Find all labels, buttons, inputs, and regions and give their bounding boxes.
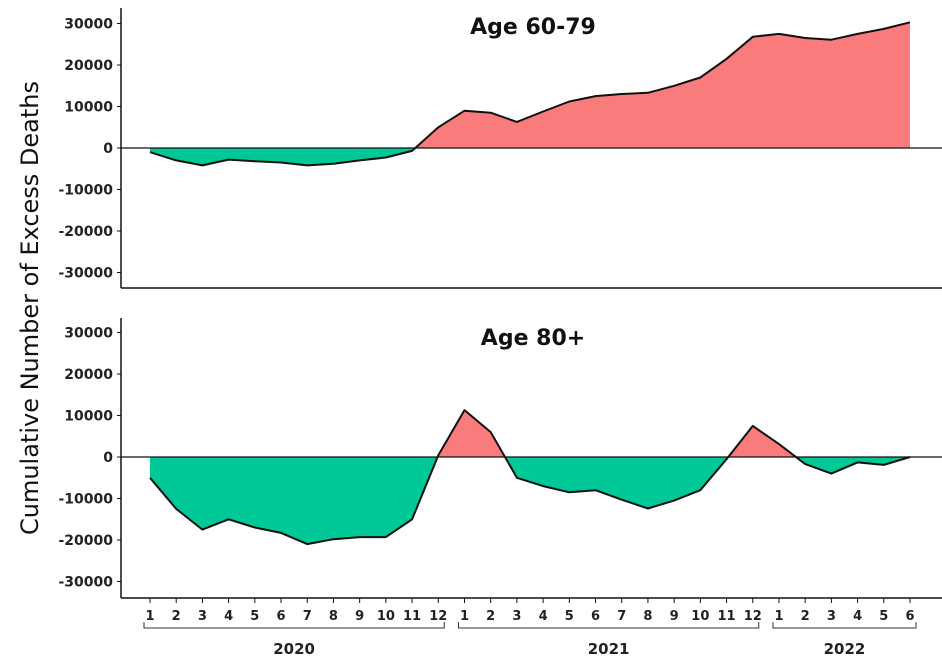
x-tick-label-4: 4 [224, 609, 233, 624]
panel-title-1: Age 60-79 [470, 15, 596, 40]
x-tick-label-6: 6 [277, 609, 286, 624]
x-tick-label-17: 5 [565, 609, 574, 624]
excess-area-panel1-1 [415, 22, 910, 148]
year-bracket-2022 [772, 622, 917, 629]
y-axis-label: Cumulative Number of Excess Deaths [16, 81, 44, 535]
x-tick-label-22: 10 [691, 609, 709, 624]
y-tick-label-panel2-3: 0 [103, 450, 113, 466]
series-line-panel2 [149, 409, 911, 546]
deficit-area-panel2-2 [505, 457, 729, 509]
x-tick-label-21: 9 [670, 609, 679, 624]
x-tick-label-2: 2 [172, 609, 181, 624]
year-label-2021: 2021 [588, 640, 630, 658]
x-tick-label-18: 6 [591, 609, 600, 624]
year-label-2020: 2020 [273, 640, 315, 658]
x-tick-label-1: 1 [145, 609, 154, 624]
deficit-area-panel2-4 [795, 457, 910, 474]
y-tick-label-panel2-6: -30000 [58, 575, 113, 591]
x-tick-label-14: 2 [486, 609, 495, 624]
y-tick-label-panel2-1: 20000 [64, 367, 113, 383]
excess-area-panel2-1 [437, 410, 505, 457]
x-tick-label-12: 12 [429, 609, 447, 624]
x-tick-label-24: 12 [744, 609, 762, 624]
x-tick-label-7: 7 [303, 609, 312, 624]
x-tick-label-27: 3 [827, 609, 836, 624]
x-tick-label-26: 2 [801, 609, 810, 624]
x-tick-label-16: 4 [539, 609, 548, 624]
year-label-2022: 2022 [824, 640, 866, 658]
x-tick-label-5: 5 [250, 609, 259, 624]
y-tick-label-panel1-1: 20000 [64, 58, 113, 74]
y-tick-label-panel2-0: 30000 [64, 326, 113, 342]
deficit-area-panel2-0 [150, 457, 438, 545]
series-line-panel1 [149, 21, 911, 167]
y-tick-label-panel2-2: 10000 [64, 409, 113, 425]
x-tick-label-11: 11 [403, 609, 421, 624]
x-tick-label-10: 10 [377, 609, 395, 624]
y-tick-label-panel1-5: -20000 [58, 224, 113, 240]
x-tick-label-19: 7 [617, 609, 626, 624]
x-tick-label-29: 5 [879, 609, 888, 624]
x-tick-label-25: 1 [774, 609, 783, 624]
x-tick-label-15: 3 [512, 609, 521, 624]
x-tick-label-28: 4 [853, 609, 862, 624]
y-tick-label-panel2-4: -10000 [58, 492, 113, 508]
year-bracket-2021 [457, 622, 760, 629]
x-tick-label-3: 3 [198, 609, 207, 624]
x-tick-label-30: 6 [905, 609, 914, 624]
y-tick-label-panel1-4: -10000 [58, 183, 113, 199]
y-tick-label-panel1-0: 30000 [64, 17, 113, 33]
x-tick-label-23: 11 [718, 609, 736, 624]
year-bracket-2020 [143, 622, 445, 629]
x-tick-label-8: 8 [329, 609, 338, 624]
x-tick-label-13: 1 [460, 609, 469, 624]
excess-area-panel2-3 [728, 425, 796, 457]
y-tick-label-panel1-3: 0 [103, 141, 113, 157]
x-tick-label-20: 8 [643, 609, 652, 624]
y-tick-label-panel1-6: -30000 [58, 266, 113, 282]
y-tick-label-panel1-2: 10000 [64, 100, 113, 116]
y-tick-label-panel2-5: -20000 [58, 533, 113, 549]
x-tick-label-9: 9 [355, 609, 364, 624]
panel-title-2: Age 80+ [481, 326, 585, 351]
